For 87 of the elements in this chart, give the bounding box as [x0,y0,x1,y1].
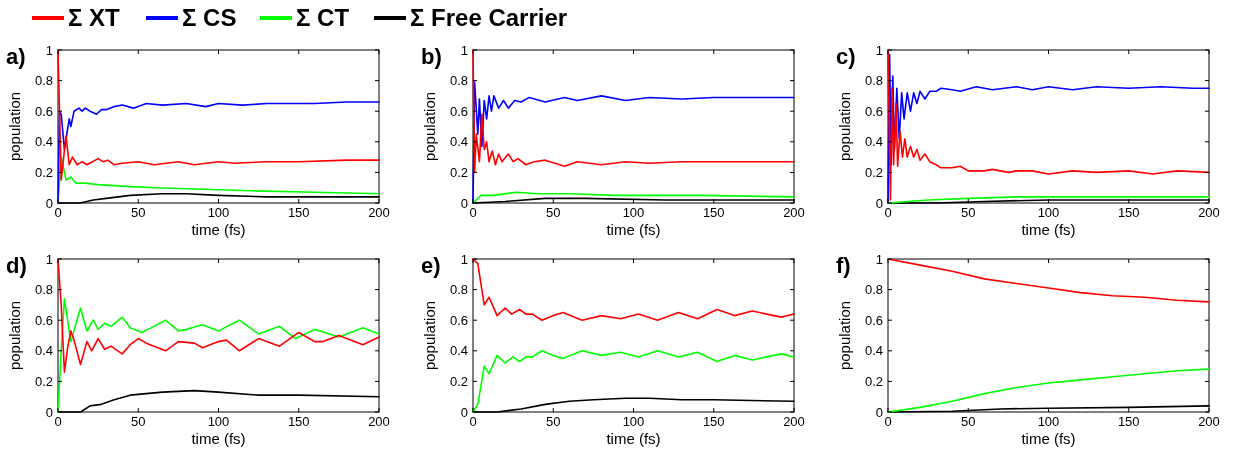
y-tick-label: 0.2 [449,164,468,180]
x-tick-label: 200 [783,414,805,429]
y-tick-label: 0.6 [864,312,883,328]
x-tick-label: 200 [368,414,390,429]
line-series [472,81,795,204]
x-axis-title: time (fs) [606,221,661,238]
y-tick-label: 0.4 [449,134,468,150]
chart-title: a) [6,44,26,69]
x-tick-label: 100 [1037,414,1060,429]
x-tick-label: 150 [287,414,310,429]
x-tick-label: 200 [368,205,390,220]
x-tick-label: 50 [131,205,146,220]
y-tick-label: 0.6 [449,103,468,119]
y-tick-label: 1 [460,251,468,267]
x-tick-label: 200 [783,205,805,220]
x-tick-label: 100 [622,205,645,220]
y-axis-title: population [6,91,23,162]
y-axis-title: population [836,300,853,371]
x-tick-label: 150 [1117,414,1140,429]
x-tick-label: 50 [131,414,146,429]
y-axis-title: population [6,300,23,371]
chart-title: f) [836,253,851,278]
legend-label: Σ XT [68,4,121,31]
y-tick-label: 0.2 [34,373,53,389]
line-series [887,258,1210,303]
x-tick-label: 100 [207,414,230,429]
x-tick-label: 50 [961,414,976,429]
line-series [57,258,380,374]
legend-label: Σ CT [296,4,350,31]
y-tick-label: 0.2 [864,373,883,389]
y-tick-label: 0.2 [449,373,468,389]
y-axis-title: population [836,91,853,162]
x-axis-title: time (fs) [1021,221,1076,238]
chart-title: b) [421,44,442,69]
line-series [472,258,795,321]
y-tick-label: 0.8 [449,282,468,298]
line-series [57,101,380,204]
x-tick-label: 150 [702,414,725,429]
y-tick-label: 1 [45,251,53,267]
x-axis-title: time (fs) [191,221,246,238]
y-tick-label: 1 [45,42,53,58]
x-axis-title: time (fs) [1021,430,1076,447]
y-tick-label: 0.4 [34,134,53,150]
line-series [472,350,795,413]
x-tick-label: 100 [207,205,230,220]
y-tick-label: 0.6 [34,103,53,119]
y-axis-title: population [421,300,438,371]
y-tick-label: 0.2 [34,164,53,180]
y-tick-label: 1 [875,42,883,58]
y-tick-label: 0.4 [449,343,468,359]
y-tick-label: 0.4 [864,343,883,359]
x-tick-label: 150 [287,205,310,220]
legend-label: Σ CS [182,4,237,31]
line-series [887,368,1210,413]
line-series [57,297,380,413]
x-tick-label: 200 [1198,414,1220,429]
y-tick-label: 0.6 [449,312,468,328]
y-tick-label: 0.8 [34,73,53,89]
y-tick-label: 0.6 [34,312,53,328]
y-tick-label: 0.8 [864,282,883,298]
x-axis-title: time (fs) [606,430,661,447]
x-tick-label: 100 [1037,205,1060,220]
y-tick-label: 0.8 [34,282,53,298]
x-tick-label: 100 [622,414,645,429]
x-tick-label: 150 [1117,205,1140,220]
y-tick-label: 1 [460,42,468,58]
line-series [472,49,795,174]
x-tick-label: 150 [702,205,725,220]
legend-label: Σ Free Carrier [410,4,568,31]
y-tick-label: 0.6 [864,103,883,119]
chart-title: d) [6,253,27,278]
y-tick-label: 0.8 [864,73,883,89]
chart-title: c) [836,44,856,69]
x-tick-label: 200 [1198,205,1220,220]
y-tick-label: 0.2 [864,164,883,180]
x-tick-label: 50 [961,205,976,220]
x-tick-label: 50 [546,414,561,429]
line-series [57,49,380,181]
y-tick-label: 0.4 [34,343,53,359]
x-tick-label: 50 [546,205,561,220]
line-series [472,191,795,204]
y-axis-title: population [421,91,438,162]
y-tick-label: 0.4 [864,134,883,150]
y-tick-label: 0.8 [449,73,468,89]
chart-title: e) [421,253,441,278]
y-tick-label: 1 [875,251,883,267]
x-axis-title: time (fs) [191,430,246,447]
